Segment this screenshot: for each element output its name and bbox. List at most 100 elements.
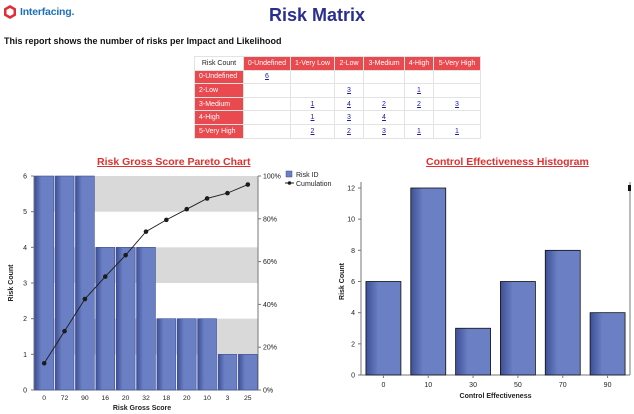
x-tick-label: 20 <box>183 395 191 402</box>
y2-tick-label: 20% <box>263 345 277 352</box>
y2-tick-label: 80% <box>263 216 277 223</box>
matrix-cell-link[interactable]: 1 <box>290 96 335 112</box>
matrix-cell-link[interactable]: 4 <box>363 110 405 125</box>
cumulation-point <box>123 252 128 258</box>
logo-icon <box>4 5 16 19</box>
matrix-col-header: 2-Low <box>334 56 364 71</box>
matrix-col-header: 3-Medium <box>363 56 405 71</box>
x-tick-label: 10 <box>424 382 432 389</box>
matrix-cell-link[interactable]: 2 <box>290 123 335 139</box>
x-tick-label: 50 <box>514 382 522 389</box>
y-axis-label: Risk Count <box>339 262 346 300</box>
matrix-cell-link[interactable]: 3 <box>363 123 405 139</box>
matrix-cell-link[interactable]: 6 <box>243 69 291 85</box>
matrix-cell-link[interactable]: 1 <box>404 83 434 98</box>
matrix-cell-link[interactable]: 2 <box>363 96 405 112</box>
matrix-col-header: 1-Very Low <box>290 56 335 71</box>
matrix-row-header: 2-Low <box>194 83 244 98</box>
y-tick-label: 10 <box>347 217 355 224</box>
pareto-bar <box>197 318 217 391</box>
histogram-chart: 0 2 4 6 8 10 12 0 10 30 50 70 90 Control Effectivenes… <box>339 182 631 400</box>
x-axis-label: Risk Gross Score <box>113 405 171 412</box>
x-tick-label: 3 <box>226 395 230 402</box>
y-tick-label: 6 <box>351 279 355 286</box>
y2-tick-label: 40% <box>263 302 277 309</box>
y2-tick-label: 100% <box>263 174 281 181</box>
legend-label-risk-id: Risk ID <box>296 172 319 179</box>
y2-tick-label: 60% <box>263 259 277 266</box>
matrix-cell-empty <box>433 83 481 98</box>
matrix-row-header: 3-Medium <box>194 96 244 112</box>
matrix-cell-empty <box>243 110 291 125</box>
matrix-cell-empty <box>404 69 434 85</box>
y-tick-label: 4 <box>351 310 355 317</box>
matrix-row: 5-Very High 2 2 3 1 1 <box>194 123 481 139</box>
matrix-cell-empty <box>334 69 364 85</box>
matrix-cell-link[interactable]: 2 <box>334 123 364 139</box>
matrix-cell-empty <box>290 69 335 85</box>
y-tick-label: 2 <box>23 316 27 323</box>
x-tick-label: 90 <box>604 382 612 389</box>
pareto-bar <box>136 247 156 391</box>
matrix-col-header: 0-Undefined <box>243 56 291 71</box>
x-tick-label: 25 <box>244 395 252 402</box>
y-tick-label: 0 <box>23 388 27 395</box>
page-title: Risk Matrix <box>268 5 366 25</box>
pareto-bar <box>115 247 136 391</box>
scroll-marker <box>628 185 631 191</box>
logo-text: Interfacing. <box>20 6 75 18</box>
matrix-header-row: Risk Count 0-Undefined 1-Very Low 2-Low … <box>194 56 481 71</box>
legend-marker-cumulation <box>287 181 292 185</box>
matrix-cell-link[interactable]: 1 <box>433 123 481 139</box>
matrix-cell-empty <box>433 69 481 85</box>
cumulation-point <box>41 360 47 366</box>
cumulation-point <box>82 296 88 302</box>
matrix-col-header: 5-Very High <box>433 56 481 71</box>
matrix-cell-link[interactable]: 1 <box>290 110 335 125</box>
pareto-bar <box>95 247 116 391</box>
x-tick-label: 0 <box>42 395 46 402</box>
y-tick-label: 8 <box>351 248 355 255</box>
matrix-corner-label: Risk Count <box>194 56 244 71</box>
pareto-bar <box>54 175 75 391</box>
x-tick-label: 20 <box>122 395 130 402</box>
pareto-bar <box>156 318 177 391</box>
histogram-bar <box>500 281 536 376</box>
matrix-col-header: 4-High <box>404 56 434 71</box>
x-tick-label: 32 <box>142 395 150 402</box>
x-tick-label: 90 <box>81 395 89 402</box>
x-tick-label: 16 <box>101 395 109 402</box>
matrix-cell-link[interactable]: 2 <box>404 96 434 112</box>
histogram-bar <box>455 327 491 376</box>
x-tick-label: 18 <box>163 395 171 402</box>
matrix-cell-link[interactable]: 3 <box>433 96 481 112</box>
cumulation-point <box>62 328 67 334</box>
x-tick-label: 0 <box>381 382 385 389</box>
matrix-cell-empty <box>433 110 481 125</box>
cumulation-point <box>245 182 251 187</box>
y-tick-label: 6 <box>23 174 27 181</box>
x-tick-label: 10 <box>203 395 211 402</box>
pareto-bar <box>34 175 54 391</box>
matrix-cell-link[interactable]: 1 <box>404 123 434 139</box>
matrix-row: 3-Medium 1 4 2 2 3 <box>194 96 481 112</box>
histogram-chart-title: Control Effectiveness Histogram <box>426 156 589 168</box>
matrix-cell-empty <box>363 83 405 98</box>
matrix-cell-link[interactable]: 3 <box>334 110 364 125</box>
cumulation-point <box>184 206 190 212</box>
matrix-row-header: 0-Undefined <box>194 69 244 85</box>
y-tick-label: 1 <box>23 352 27 359</box>
matrix-row: 2-Low 3 1 <box>194 83 481 98</box>
company-logo: Interfacing. <box>2 4 74 20</box>
matrix-cell-link[interactable]: 3 <box>334 83 364 98</box>
matrix-row-header: 4-High <box>194 110 244 125</box>
histogram-bar <box>589 312 626 376</box>
y-tick-label: 4 <box>23 245 27 252</box>
y-axis-label: Risk Count <box>8 264 15 302</box>
matrix-cell-empty <box>243 123 291 139</box>
matrix-cell-link[interactable]: 4 <box>334 96 364 112</box>
risk-matrix-table: Risk Count 0-Undefined 1-Very Low 2-Low … <box>194 56 481 139</box>
matrix-row: 0-Undefined 6 <box>194 69 481 85</box>
x-tick-label: 72 <box>61 395 69 402</box>
